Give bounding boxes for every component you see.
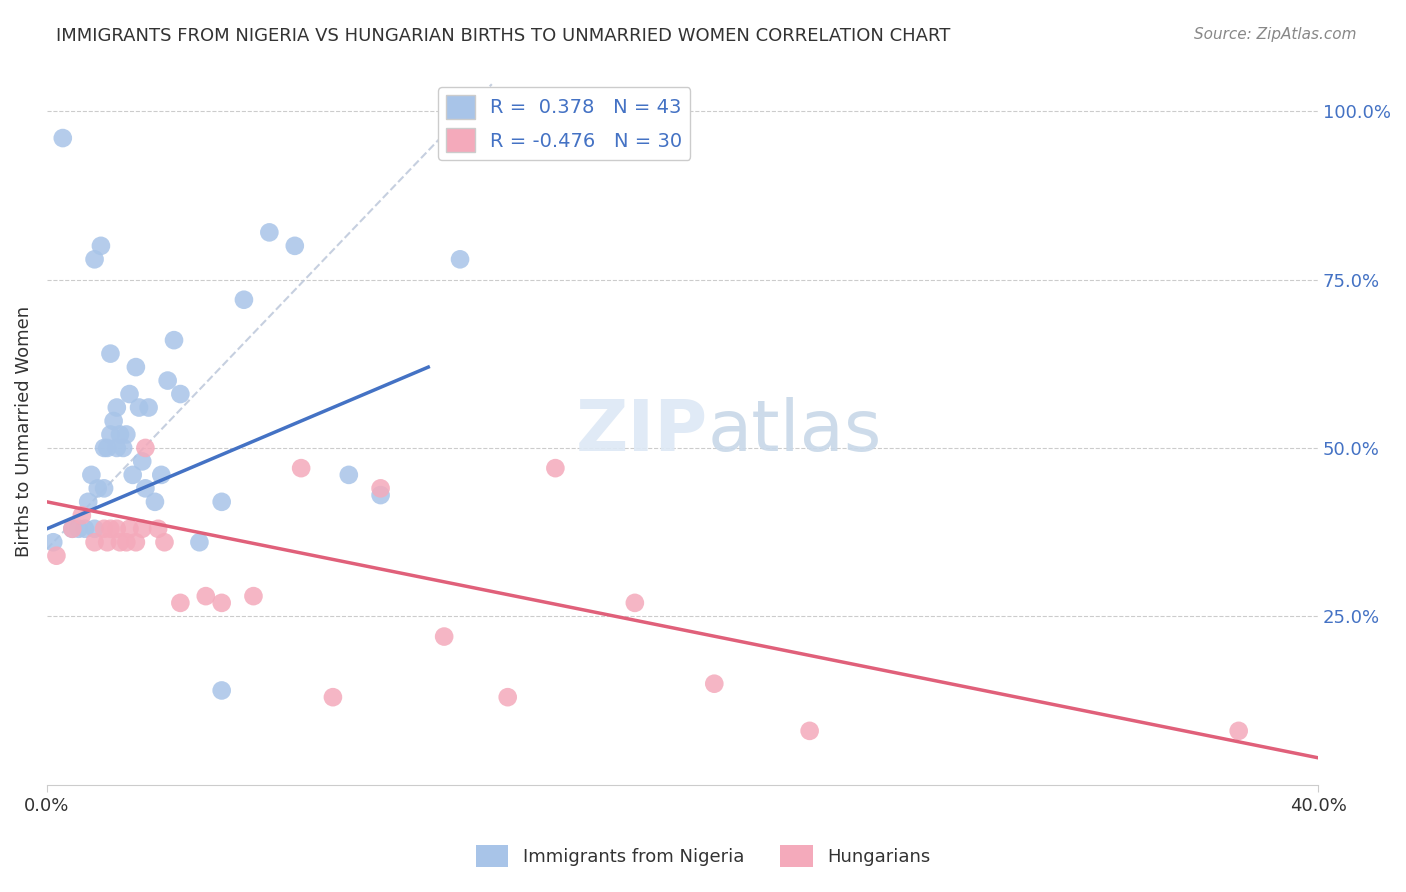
Point [118, 387, 141, 401]
Point [83, 522, 105, 536]
Point [131, 522, 153, 536]
Point [52, 131, 75, 145]
Point [118, 522, 141, 536]
Point [242, 589, 264, 603]
Point [169, 387, 191, 401]
Point [370, 481, 392, 495]
Text: atlas: atlas [709, 397, 883, 466]
Point [211, 596, 233, 610]
Point [284, 239, 307, 253]
Point [125, 360, 148, 375]
Point [146, 522, 169, 536]
Legend: R =  0.378   N = 43, R = -0.476   N = 30: R = 0.378 N = 43, R = -0.476 N = 30 [439, 87, 690, 160]
Point [799, 723, 821, 738]
Point [153, 535, 176, 549]
Point [134, 441, 156, 455]
Point [150, 467, 173, 482]
Point [93, 481, 115, 495]
Point [80, 467, 103, 482]
Point [125, 535, 148, 549]
Point [42, 535, 65, 549]
Point [128, 401, 150, 415]
Point [73, 522, 96, 536]
Point [96, 535, 118, 549]
Point [188, 535, 211, 549]
Point [105, 441, 128, 455]
Point [1227, 723, 1250, 738]
Point [163, 333, 186, 347]
Point [134, 481, 156, 495]
Point [337, 467, 360, 482]
Point [232, 293, 254, 307]
Point [131, 454, 153, 468]
Point [322, 690, 344, 705]
Point [496, 690, 519, 705]
Point [87, 481, 110, 495]
Point [624, 596, 647, 610]
Point [105, 522, 128, 536]
Point [370, 488, 392, 502]
Point [115, 535, 138, 549]
Point [194, 589, 217, 603]
Point [544, 461, 567, 475]
Point [93, 441, 115, 455]
Point [100, 522, 122, 536]
Point [112, 441, 135, 455]
Point [433, 630, 456, 644]
Point [83, 252, 105, 267]
Point [105, 401, 128, 415]
Legend: Immigrants from Nigeria, Hungarians: Immigrants from Nigeria, Hungarians [468, 838, 938, 874]
Point [60, 522, 83, 536]
Point [169, 596, 191, 610]
Point [83, 535, 105, 549]
Point [115, 427, 138, 442]
Point [108, 535, 131, 549]
Point [90, 239, 112, 253]
Point [259, 226, 281, 240]
Point [143, 495, 166, 509]
Point [77, 495, 100, 509]
Y-axis label: Births to Unmarried Women: Births to Unmarried Women [15, 306, 32, 557]
Point [45, 549, 67, 563]
Point [121, 467, 143, 482]
Point [211, 683, 233, 698]
Point [70, 508, 93, 523]
Point [449, 252, 471, 267]
Point [93, 522, 115, 536]
Point [100, 346, 122, 360]
Point [156, 374, 179, 388]
Point [67, 522, 90, 536]
Point [108, 427, 131, 442]
Text: Source: ZipAtlas.com: Source: ZipAtlas.com [1194, 27, 1357, 42]
Point [290, 461, 312, 475]
Point [138, 401, 160, 415]
Point [211, 495, 233, 509]
Text: IMMIGRANTS FROM NIGERIA VS HUNGARIAN BIRTHS TO UNMARRIED WOMEN CORRELATION CHART: IMMIGRANTS FROM NIGERIA VS HUNGARIAN BIR… [56, 27, 950, 45]
Point [703, 676, 725, 690]
Point [60, 522, 83, 536]
Point [100, 427, 122, 442]
Point [96, 441, 118, 455]
Text: ZIP: ZIP [575, 397, 709, 466]
Point [103, 414, 125, 428]
